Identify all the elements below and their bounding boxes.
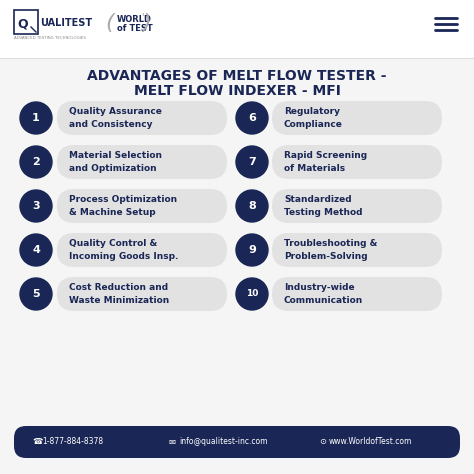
Text: 8: 8: [248, 201, 256, 211]
Text: (: (: [105, 13, 114, 33]
Text: 4: 4: [32, 245, 40, 255]
Text: 1: 1: [32, 113, 40, 123]
Text: Industry-wide
Communication: Industry-wide Communication: [284, 283, 363, 305]
Text: ADVANTAGES OF MELT FLOW TESTER -: ADVANTAGES OF MELT FLOW TESTER -: [87, 69, 387, 83]
FancyBboxPatch shape: [57, 277, 227, 311]
Circle shape: [236, 190, 268, 222]
Text: Quality Assurance
and Consistency: Quality Assurance and Consistency: [69, 108, 162, 128]
Text: 1-877-884-8378: 1-877-884-8378: [42, 438, 103, 447]
Text: 3: 3: [32, 201, 40, 211]
Text: Standardized
Testing Method: Standardized Testing Method: [284, 195, 363, 217]
Text: ⊙: ⊙: [319, 438, 326, 447]
FancyBboxPatch shape: [0, 0, 474, 58]
Text: ✉: ✉: [169, 438, 176, 447]
FancyBboxPatch shape: [272, 189, 442, 223]
Circle shape: [20, 146, 52, 178]
FancyBboxPatch shape: [272, 145, 442, 179]
Text: Q: Q: [17, 17, 27, 30]
Text: of TEST: of TEST: [117, 24, 153, 33]
Text: ': ': [141, 12, 144, 22]
Circle shape: [236, 278, 268, 310]
Text: UALITEST: UALITEST: [40, 18, 92, 28]
Circle shape: [20, 234, 52, 266]
Text: 7: 7: [248, 157, 256, 167]
Text: Regulatory
Compliance: Regulatory Compliance: [284, 108, 343, 128]
Text: www.WorldofTest.com: www.WorldofTest.com: [329, 438, 412, 447]
Circle shape: [236, 234, 268, 266]
FancyBboxPatch shape: [57, 189, 227, 223]
Circle shape: [236, 102, 268, 134]
Text: 9: 9: [248, 245, 256, 255]
Text: 10: 10: [246, 290, 258, 299]
Text: Quality Control &
Incoming Goods Insp.: Quality Control & Incoming Goods Insp.: [69, 239, 178, 261]
FancyBboxPatch shape: [14, 10, 38, 34]
Text: MELT FLOW INDEXER - MFI: MELT FLOW INDEXER - MFI: [134, 84, 340, 98]
FancyBboxPatch shape: [272, 277, 442, 311]
Text: 6: 6: [248, 113, 256, 123]
Text: Material Selection
and Optimization: Material Selection and Optimization: [69, 151, 162, 173]
Text: ): ): [142, 13, 151, 33]
FancyBboxPatch shape: [272, 101, 442, 135]
Circle shape: [20, 102, 52, 134]
Text: WORLD: WORLD: [117, 15, 152, 24]
FancyBboxPatch shape: [14, 426, 460, 458]
FancyBboxPatch shape: [57, 101, 227, 135]
FancyBboxPatch shape: [272, 233, 442, 267]
Text: Cost Reduction and
Waste Minimization: Cost Reduction and Waste Minimization: [69, 283, 169, 305]
Text: Process Optimization
& Machine Setup: Process Optimization & Machine Setup: [69, 195, 177, 217]
Text: ☎: ☎: [32, 438, 42, 447]
Circle shape: [20, 278, 52, 310]
Text: Rapid Screening
of Materials: Rapid Screening of Materials: [284, 151, 367, 173]
Circle shape: [236, 146, 268, 178]
FancyBboxPatch shape: [57, 145, 227, 179]
Circle shape: [20, 190, 52, 222]
FancyBboxPatch shape: [57, 233, 227, 267]
Text: ADVANCED TESTING TECHNOLOGIES: ADVANCED TESTING TECHNOLOGIES: [14, 36, 86, 40]
Text: 5: 5: [32, 289, 40, 299]
Text: Troubleshooting &
Problem-Solving: Troubleshooting & Problem-Solving: [284, 239, 377, 261]
Text: info@qualitest-inc.com: info@qualitest-inc.com: [179, 438, 267, 447]
Text: 2: 2: [32, 157, 40, 167]
